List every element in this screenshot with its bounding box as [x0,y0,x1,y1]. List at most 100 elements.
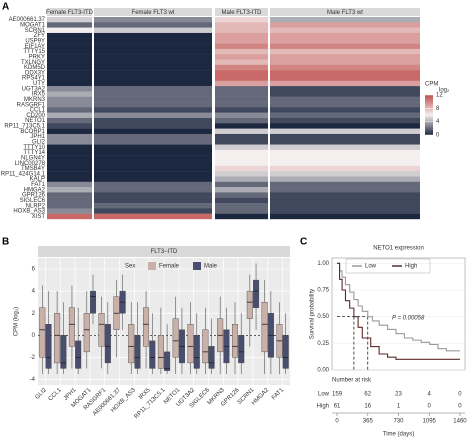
heat-cell [215,128,268,135]
box [128,324,135,364]
heat-cell [94,17,212,23]
heat-cell [47,17,92,23]
risk-count: 62 [364,392,371,398]
heat-cell [215,96,268,103]
heat-cell [270,208,420,214]
heat-cell [215,27,268,34]
heat-cell [94,32,212,39]
risk-count: 4 [428,392,432,398]
colorbar-tick-label: 4 [436,119,440,125]
heat-cell [215,91,268,97]
box [202,329,209,364]
y-tick-label: -2 [30,355,36,361]
heat-cell [215,160,268,167]
heat-cell [215,139,268,145]
row-label: EIF1AY [25,44,45,50]
heat-cell [215,155,268,161]
heat-cell [270,155,420,161]
heat-cell [215,32,268,39]
box [282,335,289,369]
x-tick-label: 1460 [453,419,467,425]
box [104,324,111,364]
heat-cell [270,192,420,198]
risk-count: 159 [332,392,343,398]
heat-cell [94,75,212,81]
row-label: USP9Y [25,38,45,44]
heat-cell [47,86,92,92]
heat-cell [94,133,212,140]
heat-cell [94,80,212,87]
heat-cell [215,59,268,66]
heat-cell [270,86,420,92]
heat-cell [94,22,212,28]
legend-swatch [148,262,156,270]
box [89,290,97,314]
row-label: AE000661.37 [9,17,46,23]
colorbar-subtitle: log₂ [439,88,450,94]
row-label: IRX5 [32,92,46,98]
heat-cell [270,27,420,34]
heat-cell [215,64,268,71]
group-label: Female FLT3 wt [132,10,175,16]
y-axis-label: CPM (log₂) [14,307,20,336]
heat-cell [94,213,212,220]
x-tick-label: CCL1 [48,387,64,403]
heat-cell [270,43,420,50]
facet-strip [38,246,290,257]
heat-cell [215,112,268,119]
heat-cell [270,171,420,177]
row-label: HMGA2 [24,187,46,193]
heat-cell [270,149,420,156]
heat-cell [47,32,92,39]
heat-cell [270,165,420,172]
heat-cell [47,54,92,60]
group-strip [94,8,212,16]
heat-cell [270,160,420,167]
y-axis-label: Survival probability [310,289,316,339]
heat-cell [94,107,212,113]
heat-cell [94,171,212,177]
y-tick-label: 1.00 [317,261,329,267]
row-label: TXLNGY [21,60,45,66]
heat-cell [47,112,92,119]
row-label: TTTY15 [23,49,45,55]
heat-cell [94,86,212,92]
heat-cell [47,139,92,145]
row-label: JPH1 [30,134,45,140]
heat-cell [94,165,212,172]
heat-cell [47,91,92,97]
row-label: RPS4Y1 [22,76,46,82]
heat-cell [94,144,212,151]
row-label: TTTY10 [23,145,45,151]
y-tick-label: -4 [30,377,36,383]
heat-cell [215,165,268,172]
risk-count: 0 [428,404,432,410]
row-label: SCRN1 [25,28,46,34]
heat-cell [270,17,420,23]
heat-cell [270,176,420,182]
heat-cell [270,187,420,193]
heat-cell [94,118,212,124]
heat-cell [270,102,420,108]
heat-cell [215,54,268,60]
heat-cell [215,187,268,193]
heat-cell [215,144,268,151]
survival-curve [337,262,460,360]
heat-cell [215,102,268,108]
heat-cell [94,155,212,161]
heat-cell [270,64,420,71]
heat-cell [270,22,420,28]
heat-cell [47,208,92,214]
heat-cell [94,96,212,103]
x-tick-label: 730 [393,419,404,425]
heat-cell [215,38,268,44]
heat-cell [47,107,92,113]
heat-cell [215,17,268,23]
x-tick-label: FAT1 [271,387,286,402]
heat-cell [270,123,420,129]
colorbar-title: CPM [425,82,438,88]
heat-cell [215,118,268,124]
heat-cell [270,80,420,87]
row-label: LINC00278 [15,161,46,167]
